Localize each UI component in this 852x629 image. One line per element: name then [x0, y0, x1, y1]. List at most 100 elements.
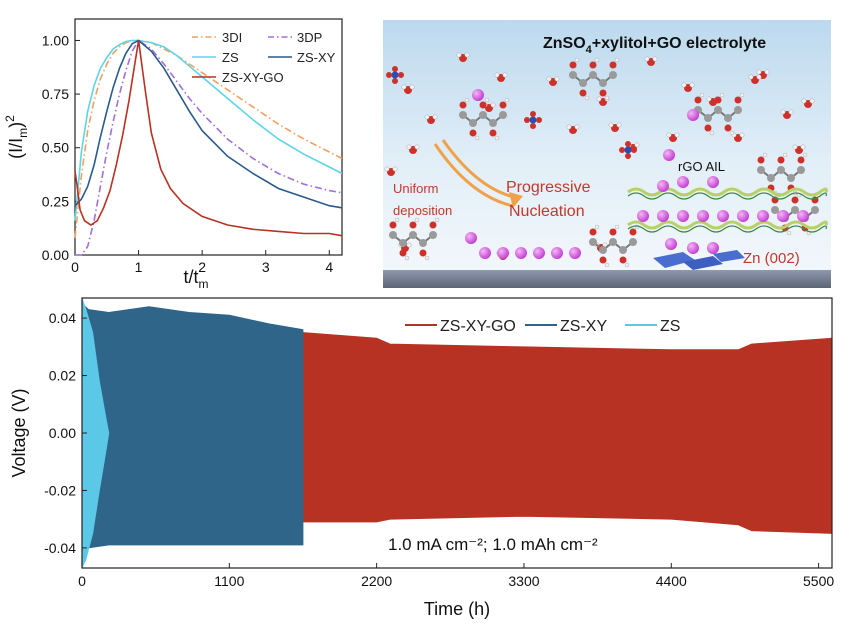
hydrogen-atom-icon [681, 82, 687, 88]
zinc-ion-icon [657, 210, 669, 222]
zinc-ion-icon [707, 176, 719, 188]
hydrogen-atom-icon [689, 82, 695, 88]
xylitol-molecule-icon [389, 217, 440, 261]
series-zs-line [74, 39, 343, 221]
legend-3dp: 3DP [297, 30, 322, 45]
legend-zs: ZS [222, 50, 239, 65]
schematic-background [383, 20, 831, 288]
legend-b-zs-xy: ZS-XY [560, 318, 607, 335]
xylitol-molecule-icon [589, 224, 640, 268]
zinc-ion-icon [497, 247, 509, 259]
plot-b-xtick-label: 0 [78, 573, 86, 589]
zinc-ion-icon [663, 149, 675, 161]
hydrogen-atom-icon [566, 124, 572, 130]
zinc-ion-icon [677, 210, 689, 222]
plot-b-ytick-label: -0.02 [44, 482, 76, 498]
xylitol-molecule-icon [459, 97, 510, 141]
xylitol-molecule-icon [694, 92, 745, 136]
plot-b-legend: ZS-XY-GO ZS-XY ZS [405, 318, 680, 335]
plot-a-frame [74, 18, 343, 256]
legend-b-zs-xy-go: ZS-XY-GO [440, 318, 516, 335]
hydrogen-atom-icon [464, 52, 470, 58]
zinc-ion-icon [777, 210, 789, 222]
hydrogen-atom-icon [652, 56, 658, 62]
hydrogen-atom-icon [546, 76, 552, 82]
plot-a-ylabel: (I/Im)2 [3, 115, 30, 159]
zinc-ion-icon [757, 210, 769, 222]
series-zs-band [81, 297, 110, 569]
voltage-chart: 0 1100 2200 3300 4400 5500 -0.04 -0.02 0.00 0.02 0… [9, 297, 834, 619]
hydrogen-atom-icon [502, 72, 508, 78]
hydrogen-atom-icon [409, 84, 415, 90]
hydrogen-atom-icon [494, 72, 500, 78]
hydrogen-atom-icon [608, 122, 614, 128]
hydrogen-atom-icon [554, 76, 560, 82]
zinc-ion-icon [797, 210, 809, 222]
hydrogen-atom-icon [432, 114, 438, 120]
plot-b-xlabel: Time (h) [424, 599, 490, 619]
zinc-ion-icon [637, 210, 649, 222]
hydrogen-atom-icon [809, 98, 815, 104]
zn-substrate [383, 270, 831, 288]
plot-a-xtick-label: 1 [135, 259, 143, 275]
zinc-ion-icon [472, 89, 484, 101]
series-zs-xy-go-line [74, 40, 343, 237]
hydrogen-atom-icon [634, 142, 640, 148]
current-density-annotation: 1.0 mA cm⁻²; 1.0 mAh cm⁻² [388, 535, 598, 554]
label-zn-002: Zn (002) [743, 250, 800, 267]
hydrogen-atom-icon [424, 114, 430, 120]
hydrogen-atom-icon [756, 69, 762, 75]
sulfate-ion-icon [386, 66, 404, 84]
hydrogen-atom-icon [800, 144, 806, 150]
zinc-ion-icon [707, 242, 719, 254]
zinc-ion-icon [515, 247, 527, 259]
plot-a-xtick-label: 0 [71, 259, 79, 275]
hydrogen-atom-icon [406, 242, 412, 248]
plot-a-ytick-label: 0.25 [42, 193, 69, 209]
sulfate-ion-icon [619, 141, 637, 159]
plot-b-ytick-label: 0.04 [49, 310, 76, 326]
hydrogen-atom-icon [756, 74, 762, 80]
schematic-title: ZnSO4+xylitol+GO electrolyte [543, 35, 766, 56]
plot-a-ytick-label: 0.75 [42, 86, 69, 102]
zinc-ion-icon [687, 242, 699, 254]
plot-b-ytick-label: -0.04 [44, 540, 76, 556]
zinc-ion-icon [677, 176, 689, 188]
series-zs-xy-band [81, 302, 304, 563]
plot-b-xtick-label: 1100 [214, 573, 244, 589]
plot-a-xtick-label: 3 [262, 259, 270, 275]
zinc-ions [465, 89, 809, 259]
label-progressive-nucleation: Progressive Nucleation [506, 179, 595, 220]
hydrogen-atom-icon [456, 52, 462, 58]
plot-a-ytick-label: 0.00 [42, 247, 69, 263]
electrolyte-schematic: ZnSO4+xylitol+GO electrolyte Uniform dep… [383, 20, 831, 288]
zn-deposits [653, 250, 745, 270]
legend-zs-xy: ZS-XY [297, 50, 336, 65]
plot-b-ytick-label: 0.02 [49, 368, 76, 384]
hydrogen-atom-icon [666, 132, 672, 138]
hydrogen-atom-icon [644, 56, 650, 62]
hydrogen-atom-icon [414, 144, 420, 150]
label-uniform-deposition: Uniform deposition [393, 181, 452, 218]
plot-b-ytick-label: 0.00 [49, 425, 76, 441]
hydrogen-atom-icon [748, 74, 754, 80]
legend-zs-xy-go: ZS-XY-GO [222, 70, 284, 85]
plot-a-ytick-label: 0.50 [42, 140, 69, 156]
hydrogen-atom-icon [792, 144, 798, 150]
hydrogen-atom-icon [674, 132, 680, 138]
hydrogen-atom-icon [406, 144, 412, 150]
xylitol-molecule-icon [569, 57, 620, 101]
hydrogen-atom-icon [739, 132, 745, 138]
zinc-ion-icon [551, 247, 563, 259]
zinc-ion-icon [569, 247, 581, 259]
legend-3di: 3DI [222, 30, 242, 45]
hydrogen-atom-icon [596, 96, 602, 102]
hydrogen-atom-icon [574, 124, 580, 130]
zinc-ion-icon [657, 180, 669, 192]
plot-b-xtick-label: 3300 [508, 573, 539, 589]
hydrogen-atom-icon [764, 69, 770, 75]
series-3di-line [74, 39, 343, 238]
zinc-ion-icon [687, 109, 699, 121]
label-rgo-ail: rGO AIL [678, 159, 725, 174]
nucleation-chart: 0 1 2 3 4 0.00 0.25 0.50 0.75 1.00 3DI 3DP ZS ZS-… [3, 18, 343, 290]
